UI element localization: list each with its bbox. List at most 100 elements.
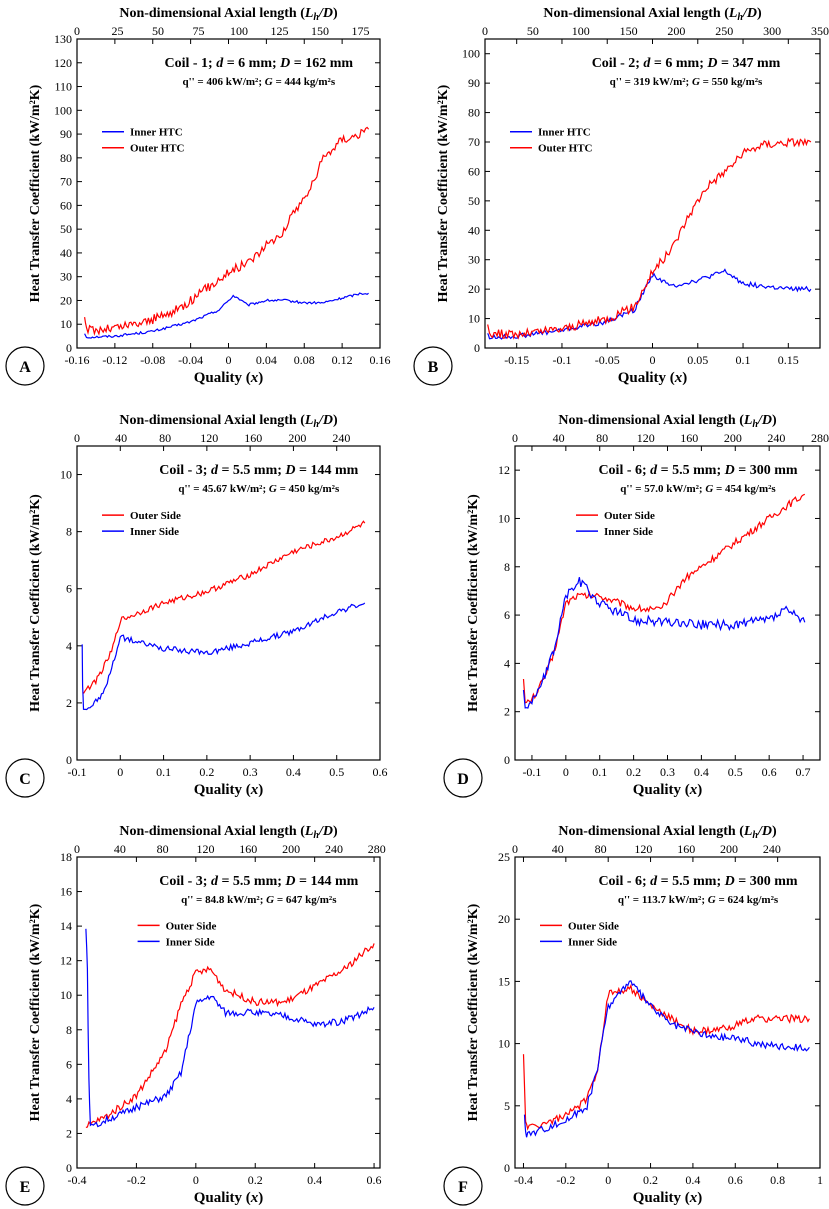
- chart-title: Coil - 1; d = 6 mm; D = 162 mm: [164, 56, 353, 71]
- x-tick-label: 0: [563, 765, 569, 779]
- top-axis-label: Non-dimensional Axial length (Lh/D): [543, 6, 762, 23]
- top-tick-label: 240: [767, 431, 785, 445]
- y-tick-label: 90: [60, 127, 72, 141]
- panel-label-circle: [413, 346, 453, 386]
- top-tick-label: 0: [482, 24, 488, 38]
- series-line-outer-side: [522, 493, 806, 704]
- top-tick-label: 0: [74, 431, 80, 445]
- y-axis-label: Heat Transfer Coefficient (kW/m²K): [28, 903, 43, 1121]
- chart-panel-b: -0.15 -0.1 -0.05 0 0.05 0.1 0.15 0 10 20 30 40 50 60 7…: [413, 6, 829, 386]
- series-line-outer-side: [522, 983, 810, 1131]
- x-tick-label: 0.4: [685, 1173, 700, 1187]
- panel-label: F: [458, 1179, 468, 1196]
- y-axis-label: Heat Transfer Coefficient (kW/m²K): [466, 494, 481, 712]
- top-tick-label: 0: [512, 431, 518, 445]
- top-axis-label: Non-dimensional Axial length (Lh/D): [558, 413, 777, 430]
- y-tick-label: 110: [54, 80, 72, 94]
- y-tick-label: 40: [60, 246, 72, 260]
- top-tick-label: 75: [193, 24, 205, 38]
- panel-label-circle: [5, 758, 45, 798]
- top-tick-label: 80: [159, 431, 171, 445]
- top-tick-label: 40: [553, 431, 565, 445]
- chart-title: Coil - 6; d = 5.5 mm; D = 300 mm: [598, 463, 797, 478]
- x-axis-label: Quality (x): [633, 1190, 703, 1206]
- top-tick-label: 280: [368, 842, 386, 856]
- y-tick-label: 8: [66, 525, 72, 539]
- x-tick-label: -0.05: [595, 353, 620, 367]
- y-tick-label: 90: [468, 76, 480, 90]
- y-axis-label: Heat Transfer Coefficient (kW/m²K): [436, 84, 451, 302]
- y-tick-label: 70: [60, 175, 72, 189]
- top-axis-label: Non-dimensional Axial length (Lh/D): [119, 824, 338, 841]
- y-tick-label: 0: [66, 341, 72, 355]
- top-tick-label: 40: [115, 431, 127, 445]
- x-tick-label: -0.16: [65, 353, 90, 367]
- chart-subtitle: q'' = 45.67 kW/m²; G = 450 kg/m²s: [178, 483, 340, 495]
- top-tick-label: 120: [637, 431, 655, 445]
- x-tick-label: 0: [226, 353, 232, 367]
- top-tick-label: 0: [74, 842, 80, 856]
- y-tick-label: 6: [66, 582, 72, 596]
- panel-label-circle: [5, 346, 45, 386]
- top-tick-label: 160: [244, 431, 262, 445]
- y-tick-label: 20: [468, 282, 480, 296]
- y-tick-label: 20: [498, 912, 510, 926]
- plot-frame: [76, 856, 381, 1169]
- y-tick-label: 8: [504, 560, 510, 574]
- legend-label: Inner Side: [568, 936, 617, 948]
- y-tick-label: 2: [66, 696, 72, 710]
- y-tick-label: 20: [60, 293, 72, 307]
- x-tick-label: 0.04: [256, 353, 277, 367]
- top-tick-label: 80: [596, 431, 608, 445]
- legend-label: Outer Side: [130, 510, 181, 522]
- y-tick-label: 50: [468, 194, 480, 208]
- y-tick-label: 0: [504, 1161, 510, 1175]
- chart-subtitle: q'' = 406 kW/m²; G = 444 kg/m²s: [182, 76, 335, 88]
- series-line-outer-htc: [84, 126, 370, 337]
- legend-label: Outer Side: [568, 920, 619, 932]
- chart-title: Coil - 2; d = 6 mm; D = 347 mm: [592, 56, 781, 71]
- y-tick-label: 100: [462, 47, 480, 61]
- series-line-inner-side: [522, 577, 806, 709]
- plot-frame: [76, 445, 381, 761]
- x-tick-label: -0.15: [504, 353, 529, 367]
- y-tick-label: 60: [60, 198, 72, 212]
- y-tick-label: 10: [60, 988, 72, 1002]
- x-tick-label: 0: [193, 1173, 199, 1187]
- top-tick-label: 120: [634, 842, 652, 856]
- top-tick-label: 160: [677, 842, 695, 856]
- x-tick-label: 0.3: [243, 765, 258, 779]
- y-tick-label: 18: [60, 850, 72, 864]
- series-line-inner-htc: [487, 268, 812, 340]
- panel-label: E: [20, 1179, 31, 1196]
- chart-subtitle: q'' = 84.8 kW/m²; G = 647 kg/m²s: [181, 894, 337, 906]
- legend-label: Outer HTC: [130, 143, 185, 155]
- top-tick-label: 300: [763, 24, 781, 38]
- top-tick-label: 200: [282, 842, 300, 856]
- top-tick-label: 200: [667, 24, 685, 38]
- x-tick-label: 1: [817, 1173, 823, 1187]
- x-tick-label: 0.2: [626, 765, 641, 779]
- y-tick-label: 10: [468, 312, 480, 326]
- x-tick-label: 0.5: [329, 765, 344, 779]
- x-axis-label: Quality (x): [618, 370, 688, 386]
- top-tick-label: 50: [527, 24, 539, 38]
- top-axis-label: Non-dimensional Axial length (Lh/D): [119, 6, 338, 23]
- y-tick-label: 16: [60, 885, 72, 899]
- y-tick-label: 80: [468, 106, 480, 120]
- top-tick-label: 80: [595, 842, 607, 856]
- y-tick-label: 40: [468, 223, 480, 237]
- x-tick-label: 0.2: [248, 1173, 263, 1187]
- top-tick-label: 200: [288, 431, 306, 445]
- series-line-inner-side: [81, 602, 366, 711]
- top-tick-label: 40: [114, 842, 126, 856]
- top-tick-label: 120: [200, 431, 218, 445]
- legend-label: Inner Side: [604, 526, 653, 538]
- top-tick-label: 0: [74, 24, 80, 38]
- x-tick-label: -0.4: [514, 1173, 533, 1187]
- legend-label: Outer HTC: [538, 143, 593, 155]
- y-tick-label: 6: [66, 1057, 72, 1071]
- y-tick-label: 10: [498, 511, 510, 525]
- y-tick-label: 0: [66, 1161, 72, 1175]
